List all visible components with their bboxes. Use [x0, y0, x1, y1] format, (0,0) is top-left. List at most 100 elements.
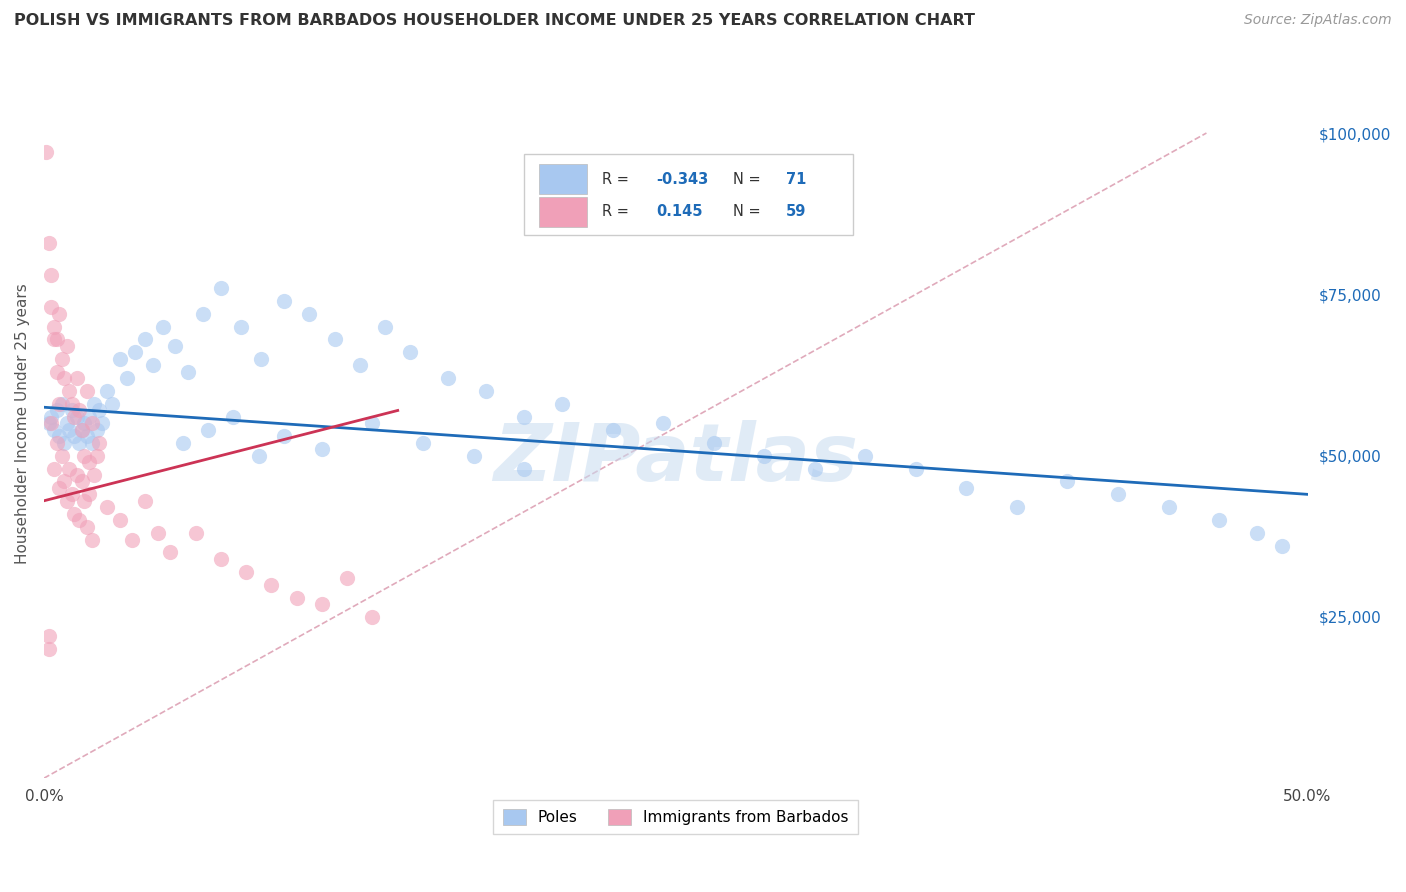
- Point: [53, 435, 76, 450]
- Point: [60, 487, 83, 501]
- Text: POLISH VS IMMIGRANTS FROM BARBADOS HOUSEHOLDER INCOME UNDER 25 YEARS CORRELATION: POLISH VS IMMIGRANTS FROM BARBADOS HOUSE…: [14, 13, 974, 29]
- Point: [41, 417, 63, 431]
- Point: [60, 397, 83, 411]
- Point: [63, 507, 86, 521]
- Point: [48, 307, 70, 321]
- Point: [51, 397, 73, 411]
- Point: [41, 409, 63, 424]
- Point: [197, 423, 219, 437]
- Point: [1107, 487, 1129, 501]
- Point: [45, 435, 67, 450]
- Text: N =: N =: [733, 204, 765, 219]
- Point: [83, 467, 105, 482]
- Point: [96, 384, 118, 398]
- Point: [1246, 526, 1268, 541]
- Point: [42, 461, 65, 475]
- Point: [83, 397, 105, 411]
- Point: [38, 417, 60, 431]
- Point: [63, 429, 86, 443]
- Point: [79, 409, 101, 424]
- Point: [45, 403, 67, 417]
- Point: [41, 268, 63, 282]
- Point: [463, 449, 485, 463]
- Point: [45, 333, 67, 347]
- Point: [80, 417, 103, 431]
- Point: [55, 493, 77, 508]
- Point: [273, 429, 295, 443]
- Point: [513, 461, 536, 475]
- Point: [1271, 539, 1294, 553]
- Point: [142, 359, 165, 373]
- Point: [67, 435, 90, 450]
- Point: [76, 519, 98, 533]
- Point: [73, 493, 96, 508]
- Point: [86, 449, 108, 463]
- Point: [58, 461, 80, 475]
- Point: [311, 597, 333, 611]
- Point: [437, 371, 460, 385]
- FancyBboxPatch shape: [540, 197, 588, 227]
- Point: [285, 591, 308, 605]
- Text: ZIPatlas: ZIPatlas: [494, 420, 858, 498]
- Point: [67, 513, 90, 527]
- Text: 59: 59: [786, 204, 806, 219]
- Point: [323, 333, 346, 347]
- Point: [66, 409, 89, 424]
- FancyBboxPatch shape: [540, 164, 588, 194]
- Point: [191, 307, 214, 321]
- Point: [80, 435, 103, 450]
- Point: [172, 435, 194, 450]
- Point: [42, 319, 65, 334]
- Point: [91, 417, 114, 431]
- Point: [412, 435, 434, 450]
- Point: [349, 359, 371, 373]
- Point: [96, 500, 118, 515]
- Point: [374, 319, 396, 334]
- Point: [361, 417, 384, 431]
- Point: [108, 351, 131, 366]
- Point: [73, 417, 96, 431]
- FancyBboxPatch shape: [524, 153, 852, 235]
- Point: [45, 365, 67, 379]
- Point: [229, 319, 252, 334]
- Text: -0.343: -0.343: [657, 172, 709, 186]
- Point: [209, 552, 232, 566]
- Point: [86, 423, 108, 437]
- Point: [1157, 500, 1180, 515]
- Point: [1056, 475, 1078, 489]
- Point: [146, 526, 169, 541]
- Point: [70, 475, 93, 489]
- Point: [124, 345, 146, 359]
- Point: [67, 403, 90, 417]
- Point: [70, 423, 93, 437]
- Point: [48, 481, 70, 495]
- Point: [134, 333, 156, 347]
- Point: [53, 371, 76, 385]
- Point: [703, 435, 725, 450]
- Point: [602, 423, 624, 437]
- Point: [250, 351, 273, 366]
- Text: R =: R =: [602, 172, 634, 186]
- Point: [652, 417, 675, 431]
- Legend: Poles, Immigrants from Barbados: Poles, Immigrants from Barbados: [494, 800, 858, 834]
- Text: Source: ZipAtlas.com: Source: ZipAtlas.com: [1244, 13, 1392, 28]
- Point: [76, 429, 98, 443]
- Point: [273, 293, 295, 308]
- Point: [89, 435, 111, 450]
- Point: [311, 442, 333, 457]
- Point: [66, 371, 89, 385]
- Point: [336, 571, 359, 585]
- Point: [222, 409, 245, 424]
- Point: [752, 449, 775, 463]
- Point: [42, 333, 65, 347]
- Point: [134, 493, 156, 508]
- Point: [35, 145, 58, 160]
- Point: [184, 526, 207, 541]
- Point: [101, 397, 124, 411]
- Point: [298, 307, 321, 321]
- Point: [55, 417, 77, 431]
- Point: [1208, 513, 1230, 527]
- Point: [80, 533, 103, 547]
- Point: [247, 449, 270, 463]
- Point: [117, 371, 139, 385]
